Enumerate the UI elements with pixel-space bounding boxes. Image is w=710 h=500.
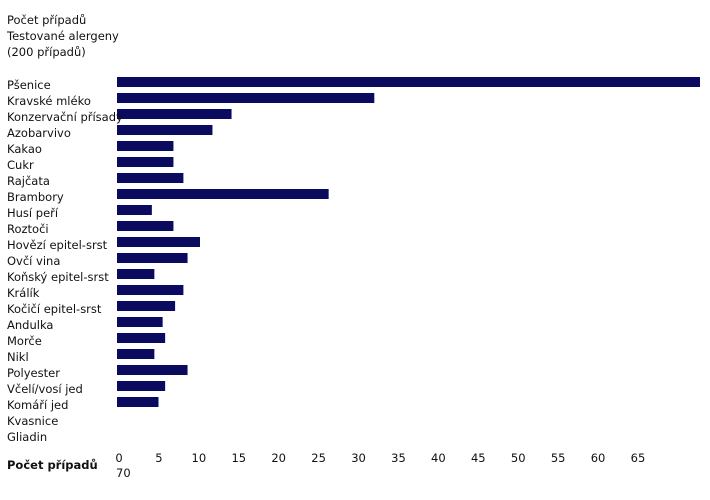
category-label-3: Azobarvivo: [7, 126, 71, 140]
bar-13: [117, 285, 184, 295]
bar-20: [117, 397, 159, 407]
bar-8: [117, 205, 152, 215]
header-line-2: Testované alergeny: [7, 29, 119, 43]
category-label-2: Konzervační přísady: [7, 110, 123, 124]
bar-3: [117, 125, 213, 135]
category-label-10: Hovězí epitel-srst: [7, 238, 108, 252]
x-tick-label-0: 0: [115, 451, 123, 465]
category-label-1: Kravské mléko: [7, 94, 91, 108]
bar-4: [117, 141, 174, 151]
bar-5: [117, 157, 174, 167]
category-label-12: Koňský epitel-srst: [7, 270, 109, 284]
x-axis-label: Počet případů: [7, 458, 98, 472]
category-label-20: Komáří jed: [7, 398, 69, 412]
bar-1: [117, 93, 375, 103]
x-tick-label-6: 30: [351, 451, 366, 465]
category-label-8: Husí peří: [7, 206, 59, 220]
category-label-19: Včelí/vosí jed: [7, 382, 83, 396]
category-label-5: Cukr: [7, 158, 34, 172]
bar-10: [117, 237, 200, 247]
category-label-15: Andulka: [7, 318, 54, 332]
category-label-11: Ovčí vina: [7, 254, 61, 268]
x-tick-label-4: 20: [271, 451, 287, 465]
x-tick-label-11: 55: [550, 451, 566, 465]
x-tick-label-10: 50: [510, 451, 526, 465]
x-tick-label-14: 70: [116, 466, 131, 480]
x-tick-label-13: 65: [630, 451, 646, 465]
header-line-1: Počet případů: [7, 13, 87, 27]
bar-14: [117, 301, 176, 311]
x-tick-label-2: 10: [191, 451, 207, 465]
bar-15: [117, 317, 163, 327]
category-label-7: Brambory: [7, 190, 64, 204]
category-label-17: Nikl: [7, 350, 29, 364]
x-tick-label-12: 60: [590, 451, 606, 465]
category-label-4: Kakao: [7, 142, 42, 156]
x-tick-label-9: 45: [470, 451, 486, 465]
category-label-0: Pšenice: [7, 78, 51, 92]
bar-2: [117, 109, 232, 119]
bar-16: [117, 333, 166, 343]
x-tick-label-3: 15: [231, 451, 247, 465]
bar-7: [117, 189, 329, 199]
header-line-3: (200 případů): [7, 45, 86, 59]
category-label-13: Králík: [7, 286, 40, 300]
x-tick-label-8: 40: [431, 451, 446, 465]
x-tick-label-5: 25: [311, 451, 326, 465]
category-label-9: Roztoči: [7, 222, 49, 236]
bar-12: [117, 269, 155, 279]
bar-9: [117, 221, 174, 231]
bar-6: [117, 173, 184, 183]
bar-0: [117, 77, 700, 87]
category-label-6: Rajčata: [7, 174, 50, 188]
category-label-16: Morče: [7, 334, 42, 348]
category-label-21: Kvasnice: [7, 414, 59, 428]
category-label-14: Kočičí epitel-srst: [7, 302, 102, 316]
bar-11: [117, 253, 188, 263]
bar-18: [117, 365, 188, 375]
x-tick-label-7: 35: [391, 451, 406, 465]
bar-19: [117, 381, 166, 391]
category-label-18: Polyester: [7, 366, 60, 380]
bar-17: [117, 349, 155, 359]
category-label-22: Gliadin: [7, 430, 48, 444]
x-tick-label-1: 5: [155, 451, 163, 465]
